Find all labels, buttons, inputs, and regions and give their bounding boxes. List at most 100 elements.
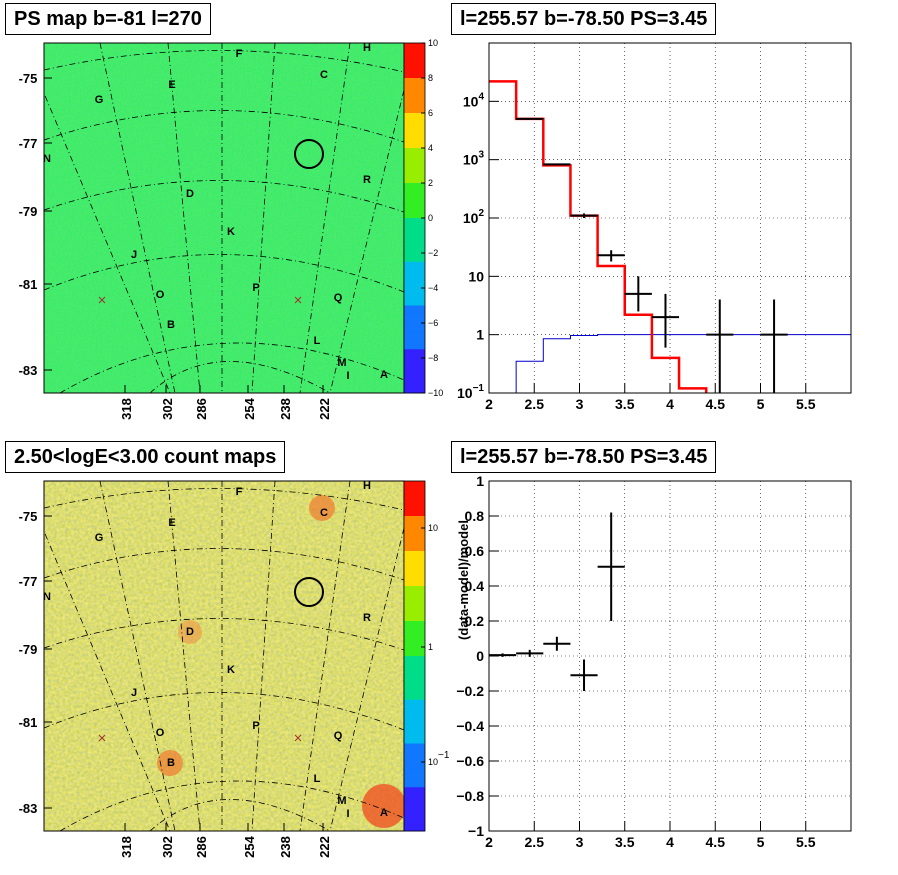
colorbar-cell [404,244,425,254]
colorbar-cell [404,261,425,271]
colorbar-cell [404,384,425,394]
colorbar-cell [404,270,425,280]
colorbar-cell [404,743,425,753]
y-tick-label: −0.6 [456,753,484,769]
colorbar-cell [404,279,425,289]
source-label-l: L [314,773,321,785]
colorbar-cell [404,559,425,569]
colorbar-cell [404,51,425,61]
ps-map-title: PS map b=-81 l=270 [5,3,211,35]
colorbar-cell [404,481,425,491]
source-label-h: H [363,42,371,54]
dec-grid-line [44,548,404,581]
dec-grid-line [44,110,404,143]
colorbar-cell [404,86,425,96]
colorbar-cell [404,603,425,613]
colorbar-cell [404,95,425,105]
colorbar-cell [404,174,425,184]
ps-map-coordinate-grid [44,43,404,393]
colorbar-cell [404,358,425,368]
colorbar-cell [404,375,425,385]
colorbar-cell [404,191,425,201]
residual-panel: 2 2.5 3 3.5 4 4.5 5 5.5 −1 −0.8 −0.6 −0.4 −0.2 0 0.2 0.… [456,473,852,850]
hotspot-d [178,620,202,644]
colorbar-cell [404,717,425,727]
y-tick-label: −1 [468,823,484,839]
y-tick-label: 1 [476,473,484,489]
colorbar-cell [404,691,425,701]
hotspot-c [309,495,335,521]
colorbar-cell [404,121,425,131]
x-tick-label: 4 [666,834,674,850]
colorbar-cell [404,60,425,70]
colorbar-cell [404,778,425,788]
cross-marker [98,296,106,304]
colorbar-cell [404,787,425,797]
ps-map-source-labels: H F C G E N R D K J O P Q B L MI A [43,42,388,382]
source-label-f: F [236,48,243,60]
colorbar-cell [404,761,425,771]
source-label-p: P [252,720,259,732]
source-label-a: A [380,369,388,381]
y-tick-label: 0.2 [465,613,485,629]
colorbar-cell [404,568,425,578]
colorbar-cell [404,78,425,88]
source-label-j: J [131,249,137,261]
dec-grid-line [59,342,404,393]
source-label-c: C [320,507,328,519]
colorbar-cell [404,804,425,814]
x-tick-label: 4 [666,396,674,412]
x-tick-label: 5 [757,396,765,412]
colorbar-label: 0 [428,213,433,223]
colorbar-cell [404,489,425,499]
x-tick-label: 4.5 [706,834,726,850]
source-label-g: G [95,532,104,544]
x-tick-label: 5.5 [796,396,816,412]
colorbar-cell [404,323,425,333]
colorbar-cell [404,516,425,526]
source-label-o: O [156,289,165,301]
colorbar-cell [404,130,425,140]
y-tick-label: 103 [463,150,485,168]
dec-grid-line [59,780,404,831]
colorbar-cell [404,296,425,306]
count-map-hotspots [157,495,404,828]
hotspot-b [157,750,183,776]
count-map-title: 2.50<logE<3.00 count maps [5,441,286,473]
ra-tick-label: 254 [242,397,257,419]
dec-tick-label: -77 [19,136,38,151]
source-label-o: O [156,727,165,739]
source-label-g: G [95,94,104,106]
colorbar-cell [404,104,425,114]
ra-grid-line [99,481,176,831]
colorbar-cell [404,621,425,631]
colorbar-cell [404,183,425,193]
x-tick-label: 3.5 [615,834,635,850]
hotspot-a [362,784,404,828]
colorbar-cell [404,752,425,762]
colorbar-label: 6 [428,108,433,118]
y-tick-label: 0 [476,648,484,664]
y-tick-label: −0.4 [456,718,484,734]
source-label-h: H [363,480,371,492]
ra-tick-label: 238 [278,398,293,420]
x-tick-label: 2 [485,396,493,412]
dec-grid-line [149,799,331,831]
y-tick-label: 0.4 [465,578,485,594]
spectrum-title: l=255.57 b=-78.50 PS=3.45 [451,3,717,35]
colorbar-label: −2 [428,248,438,258]
colorbar-cell [404,218,425,228]
ra-tick-label: 286 [194,836,209,858]
x-tick-label: 3 [576,834,584,850]
colorbar-cell [404,148,425,158]
colorbar-cell [404,699,425,709]
ra-grid-line [44,92,171,393]
dec-tick-label: -81 [19,715,38,730]
y-tick-label: 102 [463,208,485,226]
y-tick-label: −0.2 [456,683,484,699]
colorbar-cell [404,813,425,823]
cross-marker [98,734,106,742]
colorbar-cell [404,305,425,315]
colorbar-cell [404,253,425,263]
